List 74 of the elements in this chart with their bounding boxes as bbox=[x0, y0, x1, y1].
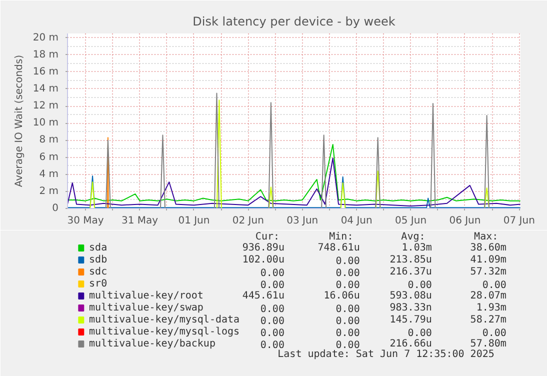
text: 0.00 bbox=[260, 316, 284, 327]
text: 16.06u bbox=[324, 290, 360, 302]
legend-label: multivalue-key/root bbox=[89, 290, 204, 302]
text: 0.00 bbox=[408, 328, 432, 339]
text: 0.00 bbox=[336, 340, 360, 351]
text: 0.00 bbox=[260, 340, 284, 351]
text: 57.80m bbox=[470, 338, 506, 350]
chart-title: Disk latency per device - by week bbox=[192, 14, 396, 28]
y-tick-label: 6 m bbox=[39, 152, 59, 163]
text: 1.93m bbox=[476, 302, 506, 314]
legend-label: multivalue-key/swap bbox=[89, 302, 204, 314]
y-tick-label: 0 bbox=[52, 203, 59, 214]
text: 28.07m bbox=[470, 290, 506, 302]
text: 983.33n bbox=[390, 302, 432, 314]
text: 213.85u bbox=[390, 254, 432, 266]
text: 445.61u bbox=[242, 290, 284, 302]
text: 57.32m bbox=[470, 266, 506, 278]
y-tick-label: 10 m bbox=[32, 118, 59, 129]
x-tick-label: 04 Jun bbox=[340, 216, 372, 226]
text: 41.09m bbox=[470, 254, 506, 266]
x-tick-label: 05 Jun bbox=[395, 216, 427, 226]
text: 593.08u bbox=[390, 290, 432, 302]
text: Max: bbox=[474, 232, 498, 242]
text: 0.00 bbox=[260, 304, 284, 315]
text: 0.00 bbox=[336, 268, 360, 279]
legend-label: sdb bbox=[89, 254, 108, 266]
text: 102.00u bbox=[242, 254, 284, 266]
line-series bbox=[68, 144, 520, 202]
text: 0.00 bbox=[408, 280, 432, 291]
text: 1.03m bbox=[402, 242, 432, 254]
line-series bbox=[68, 158, 520, 206]
text: 0.00 bbox=[336, 328, 360, 339]
text: 748.61u bbox=[318, 242, 360, 254]
text: 0.00 bbox=[482, 280, 506, 291]
y-tick-label: 20 m bbox=[32, 32, 59, 44]
y-tick-label: 2 m bbox=[39, 186, 59, 197]
legend-label: multivalue-key/mysql-logs bbox=[89, 326, 240, 338]
y-tick-label: 4 m bbox=[39, 168, 59, 180]
text: 216.66u bbox=[390, 338, 432, 350]
text: 0.00 bbox=[336, 316, 360, 327]
text: Avg: bbox=[401, 232, 426, 242]
y-tick-label: 14 m bbox=[32, 83, 59, 94]
x-tick-label: 31 May bbox=[121, 216, 158, 226]
y-tick-label: 8 m bbox=[39, 134, 59, 146]
x-tick-label: 02 Jun bbox=[232, 216, 264, 226]
text: 0.00 bbox=[336, 256, 360, 267]
text: 0.00 bbox=[336, 280, 360, 291]
text: 0.00 bbox=[260, 328, 284, 339]
x-tick-label: 03 Jun bbox=[286, 216, 318, 226]
legend-label: sr0 bbox=[89, 278, 108, 290]
text: 145.79u bbox=[390, 314, 432, 326]
legend-label: sdc bbox=[89, 266, 108, 278]
text: 0.00 bbox=[336, 304, 360, 315]
x-tick-label: 30 May bbox=[67, 216, 104, 226]
x-tick-label: 07 Jun bbox=[503, 216, 535, 226]
y-tick-label: 16 m bbox=[32, 66, 59, 78]
text: 216.37u bbox=[390, 266, 432, 278]
text: 0.00 bbox=[482, 328, 506, 339]
text: 38.60m bbox=[470, 242, 506, 254]
text: 936.89u bbox=[242, 242, 284, 254]
y-tick-label: 12 m bbox=[32, 100, 59, 112]
y-tick-label: 18 m bbox=[32, 49, 59, 60]
legend-label: multivalue-key/backup bbox=[89, 338, 216, 350]
text: Last update: Sat Jun 7 12:35:00 2025 bbox=[278, 349, 494, 360]
text: 58.27m bbox=[470, 314, 506, 326]
legend-label: multivalue-key/mysql-data bbox=[89, 314, 240, 326]
text: Min: bbox=[329, 232, 354, 242]
y-axis-title: Average IO Wait (seconds) bbox=[14, 54, 25, 188]
text: 0.00 bbox=[260, 268, 284, 279]
x-tick-label: 06 Jun bbox=[449, 216, 481, 226]
x-tick-label: 01 Jun bbox=[178, 216, 210, 226]
text: 0.00 bbox=[260, 280, 284, 291]
legend-label: sda bbox=[89, 242, 108, 254]
text: Cur: bbox=[255, 232, 280, 242]
